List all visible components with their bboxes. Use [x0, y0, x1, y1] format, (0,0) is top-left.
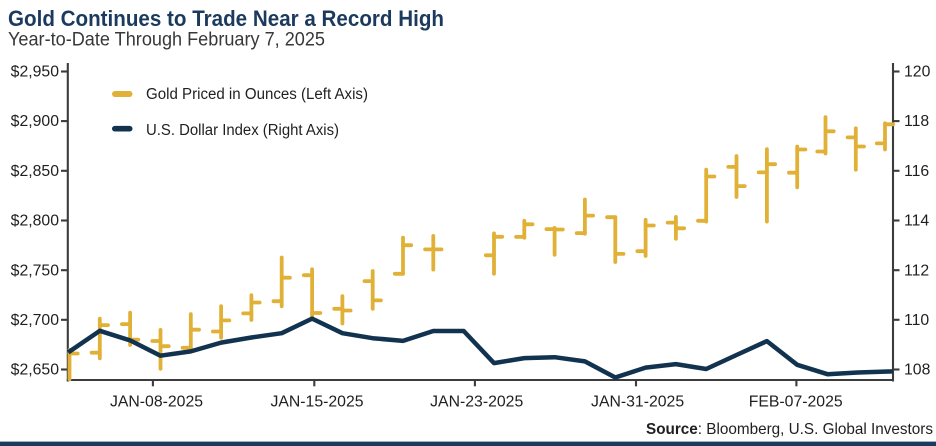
svg-text:$2,700: $2,700	[11, 312, 60, 329]
svg-text:120: 120	[904, 64, 931, 81]
svg-text:114: 114	[904, 213, 929, 230]
svg-text:$2,900: $2,900	[11, 113, 60, 130]
svg-text:116: 116	[904, 163, 929, 180]
svg-text:Gold Continues to Trade Near a: Gold Continues to Trade Near a Record Hi…	[8, 6, 444, 31]
svg-text:JAN-08-2025: JAN-08-2025	[110, 393, 203, 410]
svg-text:$2,800: $2,800	[11, 213, 60, 230]
svg-text:108: 108	[904, 362, 931, 379]
svg-text:JAN-23-2025: JAN-23-2025	[430, 393, 523, 410]
svg-text:112: 112	[904, 262, 929, 279]
svg-text:JAN-31-2025: JAN-31-2025	[591, 393, 684, 410]
svg-text:Source: Bloomberg, U.S. Global: Source: Bloomberg, U.S. Global Investors	[646, 421, 933, 438]
svg-text:110: 110	[904, 312, 929, 329]
svg-text:U.S. Dollar Index (Right Axis): U.S. Dollar Index (Right Axis)	[146, 122, 339, 139]
svg-text:Year-to-Date Through February: Year-to-Date Through February 7, 2025	[8, 29, 325, 50]
svg-text:$2,650: $2,650	[11, 362, 60, 379]
svg-text:Gold Priced in Ounces (Left Ax: Gold Priced in Ounces (Left Axis)	[146, 86, 368, 103]
svg-text:$2,950: $2,950	[11, 64, 60, 81]
svg-text:118: 118	[904, 113, 929, 130]
svg-text:JAN-15-2025: JAN-15-2025	[270, 393, 363, 410]
svg-text:$2,850: $2,850	[11, 163, 60, 180]
svg-text:FEB-07-2025: FEB-07-2025	[749, 393, 843, 410]
svg-text:$2,750: $2,750	[11, 262, 60, 279]
